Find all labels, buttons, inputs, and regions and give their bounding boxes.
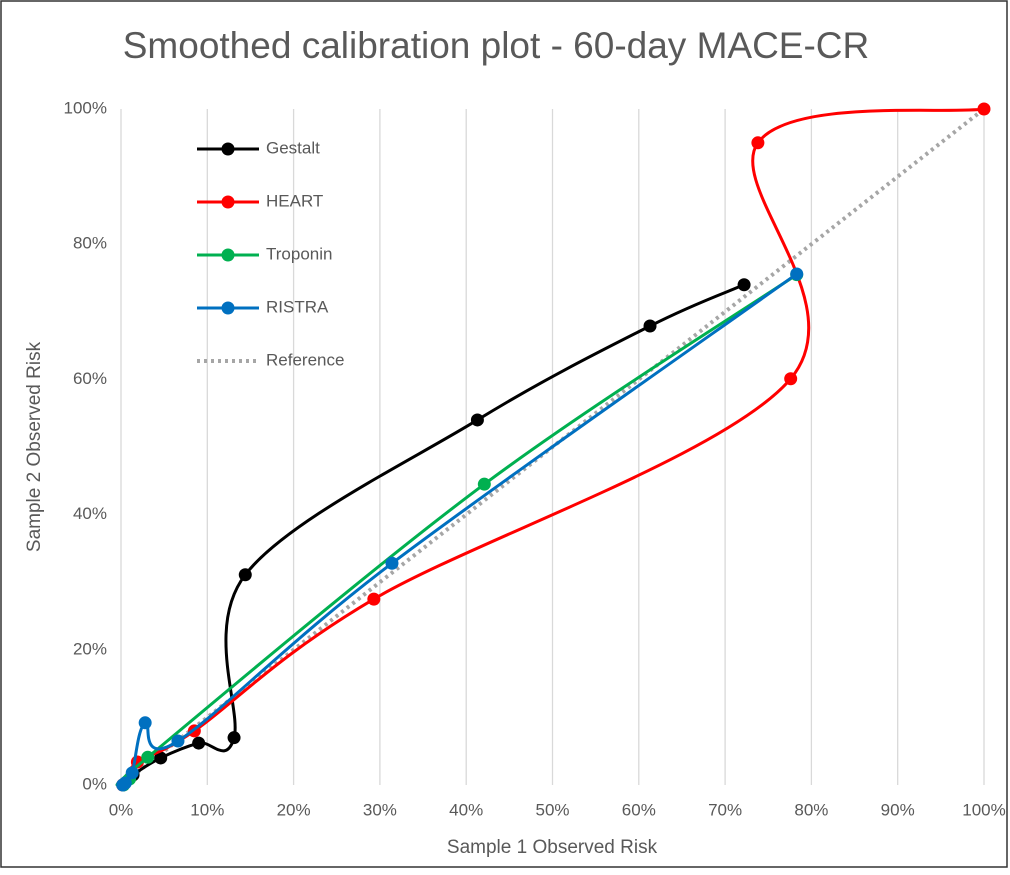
x-tick-label: 0% bbox=[109, 800, 134, 819]
data-point bbox=[141, 750, 155, 764]
x-axis-title: Sample 1 Observed Risk bbox=[447, 837, 658, 858]
data-point bbox=[977, 102, 991, 116]
x-tick-label: 70% bbox=[708, 800, 742, 819]
data-point bbox=[118, 776, 132, 790]
y-tick-label: 20% bbox=[73, 639, 107, 658]
data-point bbox=[238, 568, 252, 582]
y-tick-label: 80% bbox=[73, 234, 107, 253]
y-tick-label: 100% bbox=[64, 98, 107, 117]
legend-label: Troponin bbox=[266, 244, 332, 263]
data-point bbox=[737, 278, 751, 292]
chart-title: Smoothed calibration plot - 60-day MACE-… bbox=[123, 25, 870, 66]
legend-marker bbox=[221, 142, 235, 156]
x-tick-label: 60% bbox=[622, 800, 656, 819]
y-tick-label: 60% bbox=[73, 369, 107, 388]
x-tick-label: 10% bbox=[190, 800, 224, 819]
legend-label: HEART bbox=[266, 191, 323, 210]
x-tick-label: 40% bbox=[449, 800, 483, 819]
data-point bbox=[751, 136, 765, 150]
data-point bbox=[192, 736, 206, 750]
data-point bbox=[784, 372, 798, 386]
legend-label: RISTRA bbox=[266, 297, 329, 316]
x-tick-label: 100% bbox=[962, 800, 1005, 819]
x-tick-label: 30% bbox=[363, 800, 397, 819]
data-point bbox=[643, 319, 657, 333]
legend-marker bbox=[221, 301, 235, 315]
data-point bbox=[154, 751, 168, 765]
data-point bbox=[125, 766, 139, 780]
y-tick-label: 40% bbox=[73, 504, 107, 523]
legend-marker bbox=[221, 195, 235, 209]
data-point bbox=[138, 716, 152, 730]
legend-marker bbox=[221, 248, 235, 262]
legend-label: Gestalt bbox=[266, 138, 320, 157]
y-axis-title: Sample 2 Observed Risk bbox=[24, 341, 45, 552]
x-tick-label: 80% bbox=[794, 800, 828, 819]
legend-label: Reference bbox=[266, 350, 344, 369]
x-tick-label: 50% bbox=[535, 800, 569, 819]
data-point bbox=[385, 556, 399, 570]
data-point bbox=[790, 267, 804, 281]
x-tick-label: 90% bbox=[881, 800, 915, 819]
y-tick-label: 0% bbox=[82, 774, 107, 793]
data-point bbox=[171, 734, 185, 748]
data-point bbox=[227, 731, 241, 745]
data-point bbox=[470, 413, 484, 427]
x-tick-label: 20% bbox=[277, 800, 311, 819]
data-point bbox=[477, 477, 491, 491]
data-point bbox=[367, 592, 381, 606]
